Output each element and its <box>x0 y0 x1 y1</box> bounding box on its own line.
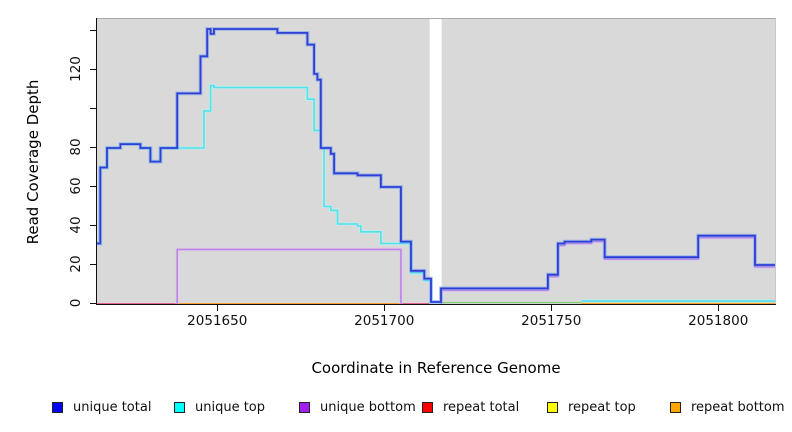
y-axis-line <box>96 18 97 305</box>
y-tick-mark <box>90 29 96 31</box>
x-tick-label: 2051650 <box>187 313 248 329</box>
legend-label: unique total <box>73 399 152 415</box>
series-line-unique-total <box>97 28 775 303</box>
y-tick-mark <box>90 263 96 265</box>
x-axis-line <box>96 304 776 305</box>
legend-item-unique-total: unique total <box>52 397 151 417</box>
legend-label: repeat bottom <box>691 399 785 415</box>
legend-item-repeat-top: repeat top <box>547 397 636 417</box>
y-axis-title: Read Coverage Depth <box>24 79 42 245</box>
y-tick-mark <box>90 68 96 70</box>
y-tick-label: 80 <box>68 138 84 156</box>
legend-label: repeat total <box>443 399 520 415</box>
coverage-plot-canvas <box>97 19 775 305</box>
series-line-unique-bottom <box>176 248 402 304</box>
x-tick-mark <box>718 305 720 311</box>
x-tick-mark <box>551 305 553 311</box>
y-tick-mark <box>90 146 96 148</box>
legend-label: repeat top <box>568 399 636 415</box>
legend-swatch-icon <box>52 401 63 413</box>
legend-item-unique-bottom: unique bottom <box>299 397 416 417</box>
y-tick-mark <box>90 303 96 304</box>
legend-item-repeat-total: repeat total <box>422 397 519 417</box>
series-halo-unique-bottom <box>439 235 775 304</box>
legend-item-unique-top: unique top <box>174 397 265 417</box>
legend-label: unique bottom <box>320 399 416 415</box>
series-line-unique-top <box>97 84 441 303</box>
legend-label: unique top <box>195 399 266 415</box>
y-tick-mark <box>90 224 96 226</box>
legend-item-repeat-bottom: repeat bottom <box>670 397 785 417</box>
y-tick-mark <box>90 185 96 187</box>
x-tick-label: 2051800 <box>688 313 749 329</box>
masked-gap-region <box>429 19 442 305</box>
y-tick-label: 20 <box>68 255 84 273</box>
y-tick-label: 0 <box>68 298 84 308</box>
x-axis-title: Coordinate in Reference Genome <box>311 359 561 377</box>
series-halo-unique-top <box>97 83 441 304</box>
series-line-unique-bottom <box>440 236 775 304</box>
legend-swatch-icon <box>422 401 433 413</box>
legend: unique total unique top unique bottom repea… <box>0 397 792 419</box>
y-tick-label: 40 <box>68 216 84 234</box>
x-tick-mark <box>384 305 386 311</box>
legend-swatch-icon <box>174 401 185 413</box>
x-tick-label: 2051700 <box>354 313 415 329</box>
legend-swatch-icon <box>670 401 681 413</box>
legend-swatch-icon <box>547 401 558 413</box>
x-tick-label: 2051750 <box>521 313 582 329</box>
x-tick-mark <box>217 305 219 311</box>
plot-panel <box>97 18 776 305</box>
series-halo-unique-bottom <box>175 247 403 304</box>
y-tick-label: 60 <box>68 177 84 195</box>
y-tick-mark <box>90 107 96 109</box>
y-tick-label: 120 <box>68 56 84 82</box>
legend-swatch-icon <box>299 401 310 413</box>
